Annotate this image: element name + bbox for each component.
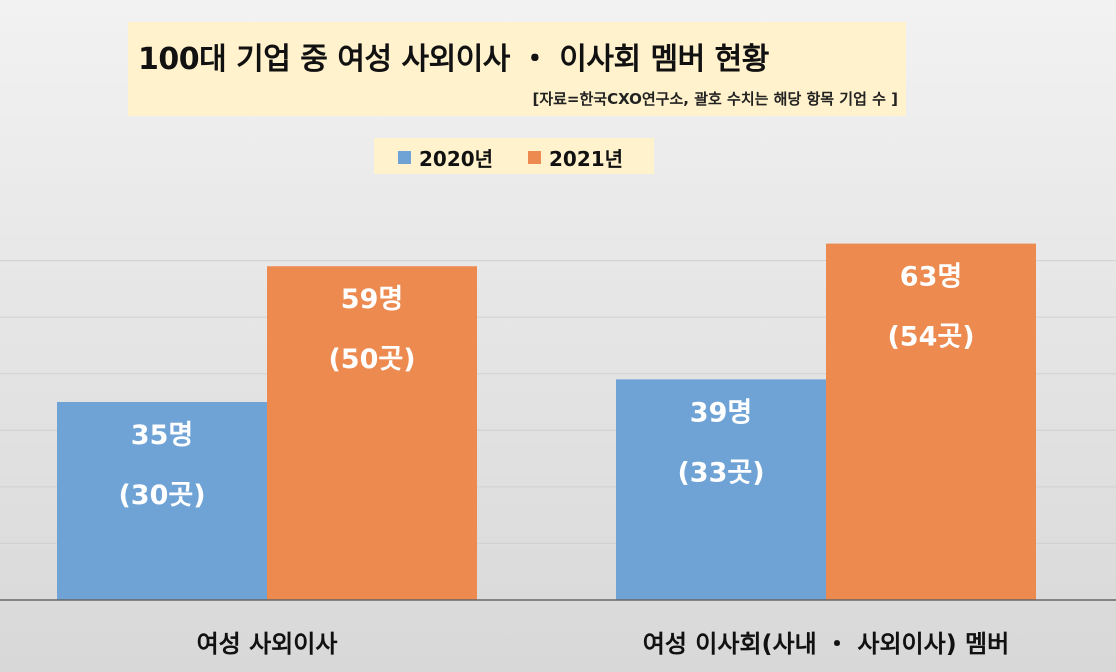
legend-label-2020: 2020년: [419, 147, 494, 171]
data-label: 59명: [341, 284, 403, 315]
x-tick-label: 여성 이사회(사내 ・ 사외이사) 멤버: [643, 630, 1009, 658]
bar-2021-1: [267, 266, 477, 600]
data-sublabel: (33곳): [677, 457, 764, 488]
data-label: 35명: [131, 420, 193, 451]
legend: 2020년 2021년: [374, 138, 654, 174]
bar-2020-2: [616, 379, 826, 600]
x-tick-label: 여성 사외이사: [197, 630, 338, 658]
legend-label-2021: 2021년: [549, 147, 624, 171]
legend-swatch-2021: [528, 151, 541, 164]
bar-2020-1: [57, 402, 267, 600]
legend-item-2021: 2021년: [528, 143, 623, 172]
data-sublabel: (30곳): [118, 480, 205, 511]
data-label: 39명: [690, 397, 752, 428]
legend-swatch-2020: [398, 151, 411, 164]
legend-item-2020: 2020년: [398, 143, 493, 172]
chart-title: 100대 기업 중 여성 사외이사 ・ 이사회 멤버 현황: [138, 42, 769, 77]
chart-subtitle: [자료=한국CXO연구소, 괄호 수치는 해당 항목 기업 수 ]: [532, 90, 898, 108]
data-sublabel: (50곳): [328, 344, 415, 375]
title-box: 100대 기업 중 여성 사외이사 ・ 이사회 멤버 현황 [자료=한국CXO연…: [128, 22, 906, 116]
data-label: 63명: [900, 262, 962, 293]
bar-2021-2: [826, 243, 1036, 600]
data-sublabel: (54곳): [887, 322, 974, 353]
